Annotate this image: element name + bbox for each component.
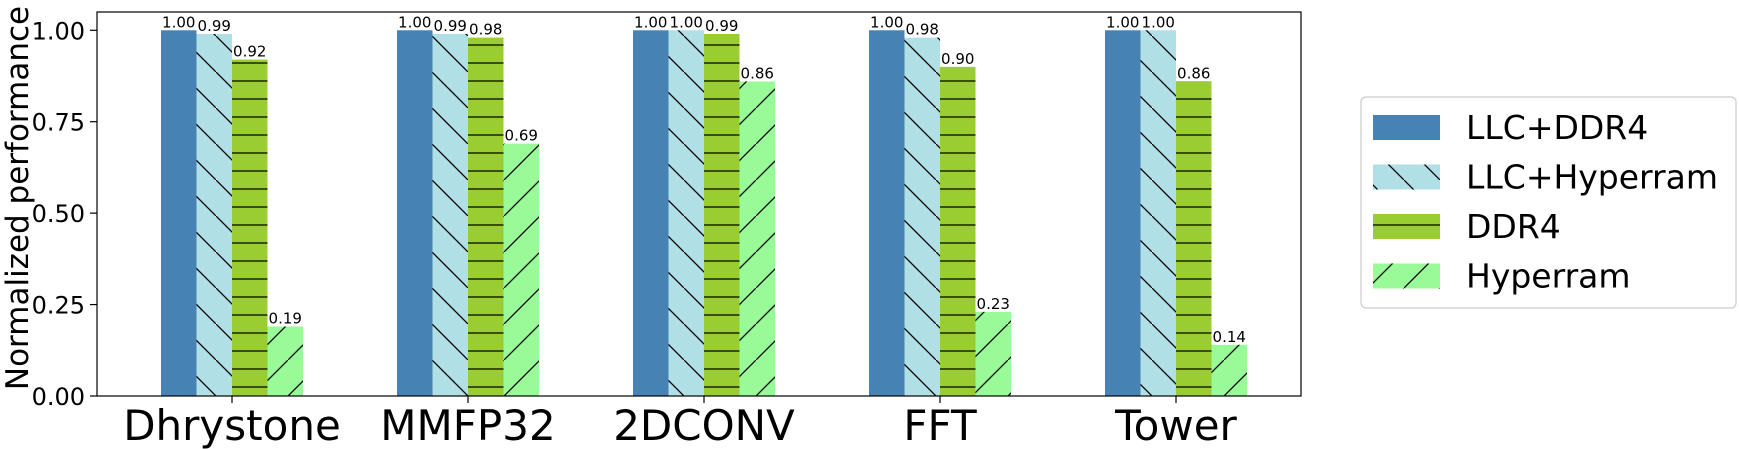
bar-value-label: 1.00 <box>162 13 195 31</box>
bar-value-label: 0.99 <box>434 17 467 35</box>
legend-label: LLC+DDR4 <box>1466 108 1648 147</box>
bar <box>869 30 905 397</box>
bar <box>161 30 197 397</box>
y-tick-label: 0.50 <box>32 200 85 228</box>
bar-hatch <box>668 30 704 397</box>
x-tick-label: MMFP32 <box>380 401 555 449</box>
y-axis: 0.00 0.25 0.50 0.75 1.00 <box>32 17 97 411</box>
bar-hatch <box>267 326 303 396</box>
x-tick-label: 2DCONV <box>613 401 795 449</box>
y-tick-label: 1.00 <box>32 17 85 45</box>
bar-hatch <box>704 33 740 396</box>
x-axis: Dhrystone MMFP32 2DCONV FFT Tower <box>123 396 1238 449</box>
bar <box>397 30 433 397</box>
bar-hatch <box>739 81 775 396</box>
bar-hatch <box>1176 81 1212 396</box>
legend-label: LLC+Hyperram <box>1466 158 1718 197</box>
x-tick-label: Dhrystone <box>123 401 341 449</box>
bar-value-label: 0.90 <box>941 50 974 68</box>
bar-value-label: 0.23 <box>977 295 1010 313</box>
bar-hatch <box>503 143 539 396</box>
bar-value-label: 0.14 <box>1213 328 1246 346</box>
bar-value-label: 0.19 <box>269 310 302 328</box>
bar-value-label: 0.92 <box>233 43 266 61</box>
y-tick-label: 0.75 <box>32 109 85 137</box>
bar-value-label: 1.00 <box>398 13 431 31</box>
bar-hatch <box>196 33 232 396</box>
y-tick-label: 0.25 <box>32 292 85 320</box>
legend-frame <box>1360 96 1737 309</box>
legend-label: DDR4 <box>1466 207 1561 246</box>
y-tick-label: 0.00 <box>32 383 85 411</box>
legend-swatch <box>1373 115 1440 140</box>
bar-value-label: 1.00 <box>1106 13 1139 31</box>
bar <box>1105 30 1141 397</box>
legend-swatch-hatch <box>1373 263 1440 289</box>
bar-labels: 1.00 0.990.920.191.00 0.99 0.980.691.00 1.00… <box>162 13 1246 346</box>
bar-value-label: 1.00 <box>670 13 703 31</box>
plot-frame <box>96 11 1302 397</box>
bar-value-label: 0.69 <box>505 127 538 145</box>
bar-value-label: 0.86 <box>1177 64 1210 82</box>
bar-value-label: 0.86 <box>741 64 774 82</box>
legend-swatch-hatch <box>1373 164 1440 190</box>
bar-value-label: 1.00 <box>634 13 667 31</box>
x-tick-label: Tower <box>1114 401 1237 449</box>
x-tick-label: FFT <box>903 401 977 449</box>
bar-hatch <box>232 59 268 397</box>
bar-hatch <box>975 311 1011 396</box>
bars <box>161 30 1247 397</box>
bar-value-label: 1.00 <box>870 13 903 31</box>
bar-hatch <box>1211 344 1247 396</box>
bar-hatch <box>904 37 940 396</box>
bar <box>633 30 669 397</box>
legend-swatch-hatch <box>1373 214 1440 239</box>
legend-label: Hyperram <box>1466 257 1631 296</box>
bar-value-label: 0.99 <box>198 17 231 35</box>
bar-hatch <box>432 33 468 396</box>
bar-hatch <box>1140 30 1176 397</box>
bar-hatch <box>940 66 976 396</box>
bar-hatch <box>468 37 504 396</box>
bar-value-label: 0.99 <box>705 17 738 35</box>
bar-value-label: 0.98 <box>906 21 939 39</box>
bar-value-label: 0.98 <box>469 21 502 39</box>
y-axis-label: Normalized performance <box>0 6 36 390</box>
bar-value-label: 1.00 <box>1142 13 1175 31</box>
legend: LLC+DDR4 LLC+Hyperram DDR4 Hyperram <box>1360 96 1737 309</box>
